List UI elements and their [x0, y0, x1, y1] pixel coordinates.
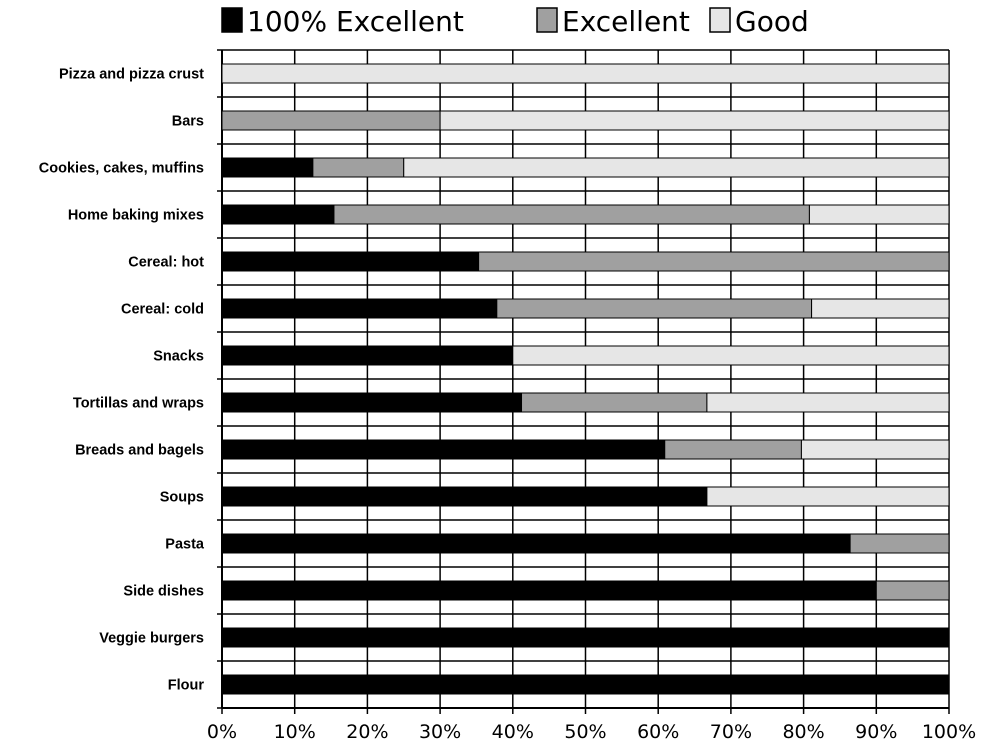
x-tick-label: 80%	[782, 721, 824, 740]
bar-cereal-hot-excellent	[479, 252, 949, 271]
bar-cereal-cold-good	[812, 299, 949, 318]
category-label: Pasta	[165, 537, 205, 553]
category-labels: Pizza and pizza crust Bars Cookies, cakes,…	[39, 67, 205, 694]
x-tick-label: 20%	[346, 721, 388, 740]
category-label: Tortillas and wraps	[73, 396, 204, 412]
bar-pasta-excellent	[850, 534, 949, 553]
x-tick-label: 30%	[419, 721, 461, 740]
category-label: Flour	[168, 678, 205, 694]
bar-soups-100-excellent	[222, 487, 707, 506]
bar-bars-excellent	[222, 111, 440, 130]
x-tick-label: 60%	[637, 721, 679, 740]
bar-snacks-100-excellent	[222, 346, 513, 365]
x-tick-label: 100%	[922, 721, 976, 740]
legend-swatch-good	[710, 8, 730, 32]
bar-snacks-good	[513, 346, 949, 365]
bar-cereal-hot-100-excellent	[222, 252, 479, 271]
legend-swatch-100-excellent	[222, 8, 242, 32]
bar-cookies-cakes-muffins-excellent	[313, 158, 404, 177]
legend-label-good: Good	[735, 5, 809, 38]
category-label: Snacks	[153, 349, 204, 365]
bar-breads-and-bagels-excellent	[665, 440, 802, 459]
grid-lines	[217, 50, 949, 714]
bar-tortillas-and-wraps-100-excellent	[222, 393, 522, 412]
legend-label-excellent: Excellent	[562, 5, 690, 38]
bar-pasta-100-excellent	[222, 534, 850, 553]
bar-breads-and-bagels-good	[801, 440, 949, 459]
bar-breads-and-bagels-100-excellent	[222, 440, 665, 459]
bar-cereal-cold-excellent	[497, 299, 812, 318]
x-tick-label: 0%	[207, 721, 237, 740]
bar-cereal-cold-100-excellent	[222, 299, 497, 318]
bar-pizza-and-pizza-crust-good	[222, 64, 949, 83]
category-label: Side dishes	[123, 584, 204, 600]
bar-home-baking-mixes-good	[809, 205, 949, 224]
category-label: Home baking mixes	[68, 208, 204, 224]
bar-home-baking-mixes-100-excellent	[222, 205, 334, 224]
bar-flour-100-excellent	[222, 675, 949, 694]
bar-cookies-cakes-muffins-100-excellent	[222, 158, 313, 177]
bar-home-baking-mixes-excellent	[334, 205, 809, 224]
category-label: Cookies, cakes, muffins	[39, 161, 204, 177]
bar-tortillas-and-wraps-good	[707, 393, 949, 412]
bar-side-dishes-100-excellent	[222, 581, 876, 600]
x-tick-label: 40%	[492, 721, 534, 740]
bar-veggie-burgers-100-excellent	[222, 628, 949, 647]
x-tick-label: 70%	[710, 721, 752, 740]
category-label: Cereal: hot	[128, 255, 204, 271]
legend-swatch-excellent	[537, 8, 557, 32]
category-label: Bars	[172, 114, 204, 130]
x-tick-label: 50%	[564, 721, 606, 740]
legend: 100% Excellent Excellent Good	[222, 5, 809, 38]
category-label: Breads and bagels	[75, 443, 204, 459]
category-label: Pizza and pizza crust	[59, 67, 204, 83]
category-label: Veggie burgers	[99, 631, 204, 647]
category-label: Soups	[160, 490, 204, 506]
x-tick-labels: 0% 10% 20% 30% 40% 50% 60% 70% 80% 90% 100%	[207, 721, 976, 740]
x-tick-label: 90%	[855, 721, 897, 740]
bar-side-dishes-excellent	[876, 581, 949, 600]
category-label: Cereal: cold	[121, 302, 204, 318]
bar-tortillas-and-wraps-excellent	[522, 393, 707, 412]
bar-soups-good	[707, 487, 949, 506]
x-tick-label: 10%	[274, 721, 316, 740]
bar-bars-good	[440, 111, 949, 130]
legend-label-100-excellent: 100% Excellent	[247, 5, 464, 38]
bar-cookies-cakes-muffins-good	[404, 158, 949, 177]
